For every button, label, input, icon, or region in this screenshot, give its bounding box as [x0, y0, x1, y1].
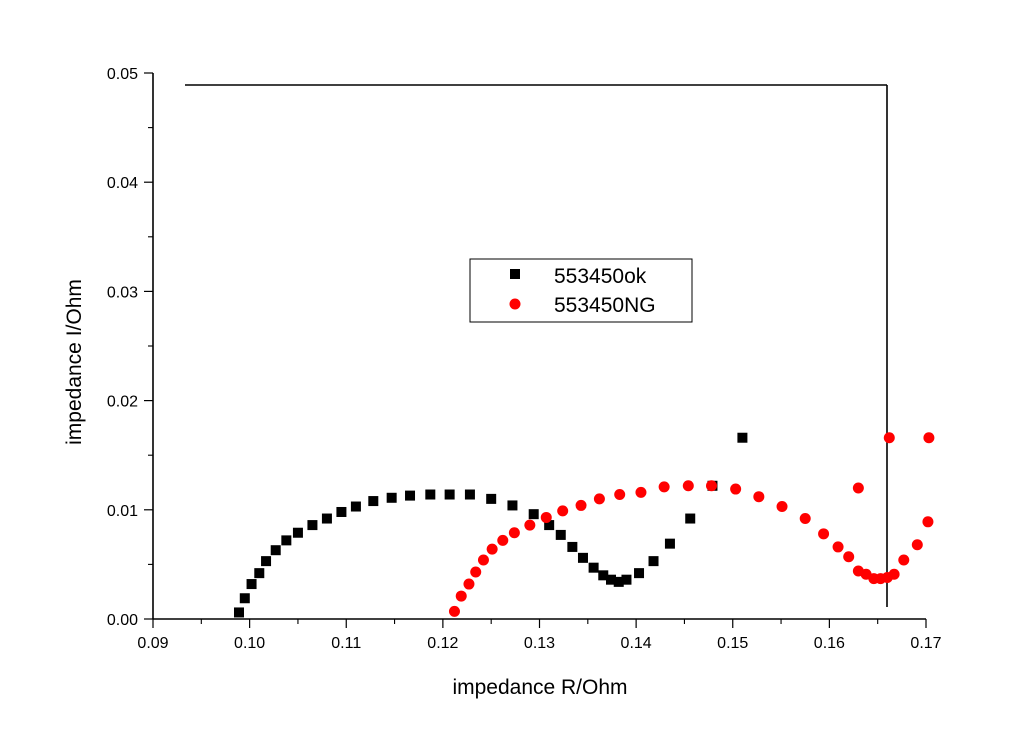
y-tick-label: 0.00	[107, 612, 138, 629]
data-point-553450ng	[524, 519, 536, 531]
axis-ticks	[144, 72, 927, 628]
data-point-553450ng	[540, 511, 552, 523]
x-axis-title: impedance R/Ohm	[452, 676, 627, 699]
data-point-553450ok	[307, 520, 318, 531]
data-point-553450ng	[911, 539, 923, 551]
data-point-553450ng	[557, 505, 569, 517]
x-tick-label: 0.17	[910, 635, 941, 652]
x-tick-label: 0.13	[524, 635, 555, 652]
legend-label-553450ng: 553450NG	[554, 294, 656, 317]
data-point-553450ng	[477, 554, 489, 566]
data-point-553450ok	[621, 574, 632, 585]
data-point-553450ng	[888, 568, 900, 580]
data-point-553450ok	[246, 579, 257, 590]
data-point-553450ng	[923, 432, 935, 444]
data-point-553450ok	[233, 607, 244, 618]
data-point-553450ng	[705, 480, 717, 492]
data-point-553450ng	[658, 481, 670, 493]
data-point-553450ng	[463, 578, 475, 590]
data-point-553450ok	[321, 513, 332, 524]
data-point-553450ok	[486, 493, 497, 504]
data-point-553450ok	[261, 556, 272, 567]
data-point-553450ok	[336, 506, 347, 517]
x-tick-label: 0.10	[234, 635, 265, 652]
data-point-553450ng	[852, 482, 864, 494]
data-point-553450ng	[593, 493, 605, 505]
data-point-553450ng	[898, 554, 910, 566]
legend-label-553450ok: 553450ok	[554, 265, 647, 288]
data-point-553450ok	[685, 513, 696, 524]
tick-labels: 0.09 0.10 0.11 0.12 0.13 0.14 0.15 0.16 0.17 0.00…	[107, 66, 942, 652]
data-point-553450ng	[635, 486, 647, 498]
y-tick-label: 0.01	[107, 503, 138, 520]
data-point-553450ng	[508, 527, 520, 539]
legend-box	[469, 258, 693, 323]
y-tick-label: 0.03	[107, 284, 138, 301]
data-point-553450ok	[577, 552, 588, 563]
data-point-553450ng	[818, 528, 830, 540]
data-point-553450ng	[486, 543, 498, 555]
data-point-553450ok	[606, 574, 617, 585]
data-point-553450ng	[883, 432, 895, 444]
data-point-553450ng	[614, 489, 626, 501]
y-tick-label: 0.05	[107, 66, 138, 83]
data-point-553450ok	[588, 562, 599, 573]
data-point-553450ok	[368, 496, 379, 507]
data-point-553450ok	[281, 535, 292, 546]
data-point-553450ng	[843, 551, 855, 563]
x-tick-label: 0.14	[621, 635, 652, 652]
data-point-553450ok	[464, 489, 475, 500]
data-point-553450ok	[386, 492, 397, 503]
series-marks	[233, 432, 935, 618]
plot-frame	[152, 73, 926, 620]
data-point-553450ok	[648, 556, 659, 567]
data-point-553450ng	[776, 501, 788, 513]
series-553450ok	[233, 432, 748, 618]
data-point-553450ng	[575, 499, 587, 511]
data-point-553450ng	[448, 605, 460, 617]
x-tick-label: 0.12	[427, 635, 458, 652]
data-point-553450ok	[598, 570, 609, 581]
data-point-553450ng	[455, 590, 467, 602]
x-tick-label: 0.16	[814, 635, 845, 652]
data-point-553450ok	[737, 432, 748, 443]
data-point-553450ok	[350, 501, 361, 512]
data-point-553450ng	[470, 566, 482, 578]
data-point-553450ok	[613, 576, 624, 587]
x-tick-label: 0.15	[717, 635, 748, 652]
data-point-553450ok	[254, 568, 265, 579]
data-point-553450ng	[682, 480, 694, 492]
data-point-553450ok	[239, 593, 250, 604]
data-point-553450ok	[567, 541, 578, 552]
data-point-553450ok	[544, 520, 555, 531]
data-point-553450ok	[425, 489, 436, 500]
data-point-553450ng	[497, 534, 509, 546]
data-point-553450ng	[799, 513, 811, 525]
legend-swatch-553450ng	[509, 298, 521, 310]
data-point-553450ok	[405, 490, 416, 501]
series-553450ng	[448, 432, 935, 617]
data-point-553450ok	[664, 538, 675, 549]
data-point-553450ng	[922, 516, 934, 528]
x-tick-label: 0.11	[331, 635, 361, 652]
y-tick-label: 0.02	[107, 394, 138, 411]
y-tick-label: 0.04	[107, 175, 138, 192]
x-tick-label: 0.09	[137, 635, 168, 652]
legend-swatch-553450ok	[510, 269, 520, 279]
y-axis-title: impedance I/Ohm	[63, 279, 86, 445]
data-point-553450ng	[730, 483, 742, 495]
data-point-553450ok	[528, 509, 539, 520]
data-point-553450ok	[634, 568, 645, 579]
data-point-553450ok	[292, 527, 303, 538]
data-point-553450ng	[753, 491, 765, 503]
data-point-553450ok	[444, 489, 455, 500]
legend: 553450ok 553450NG	[469, 258, 693, 323]
data-point-553450ok	[555, 529, 566, 540]
data-point-553450ok	[507, 500, 518, 511]
data-point-553450ng	[832, 541, 844, 553]
data-point-553450ok	[270, 545, 281, 556]
